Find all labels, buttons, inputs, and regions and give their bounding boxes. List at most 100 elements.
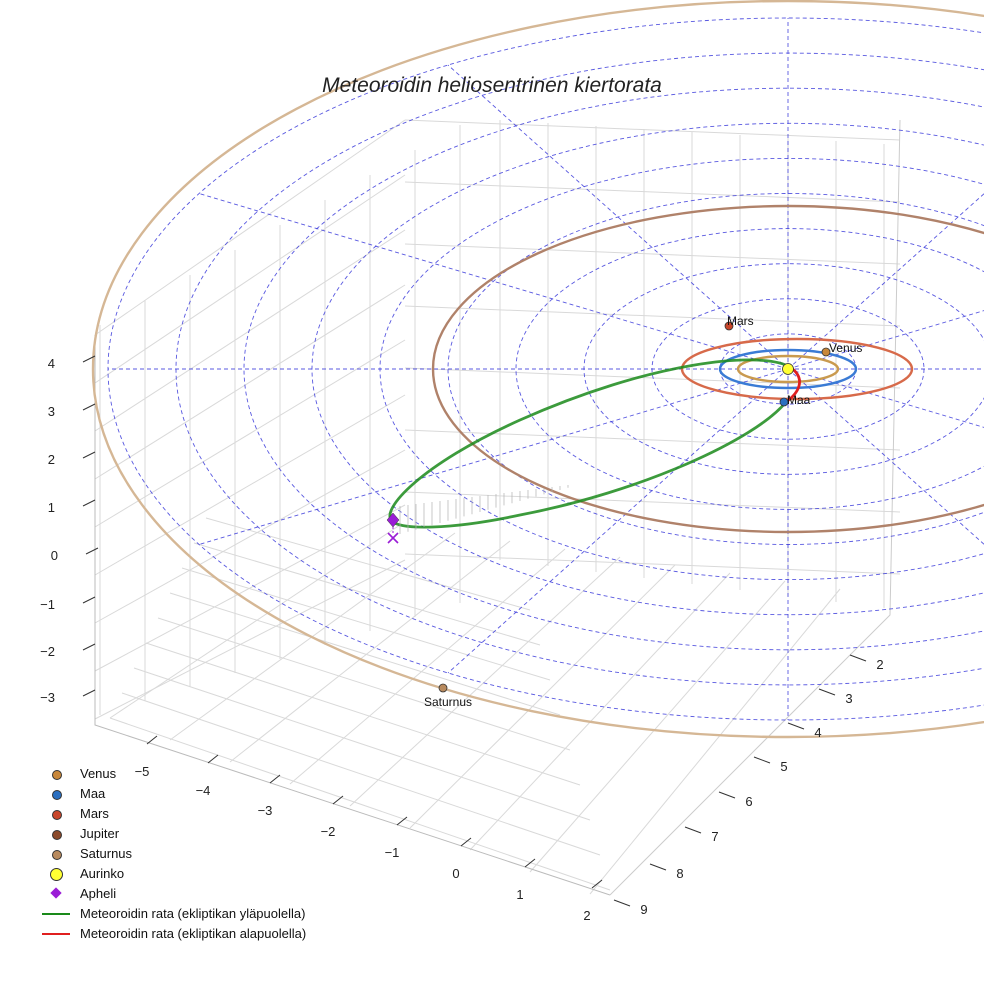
z-tick-label: 1 [48, 500, 55, 515]
x-tick [332, 795, 344, 805]
ecliptic-radial [787, 368, 984, 545]
pane-gridline [404, 305, 901, 327]
ecliptic-radial [447, 368, 789, 674]
y-tick-label: 5 [780, 759, 787, 774]
pane-gridline [94, 449, 406, 624]
orbit-saturnus [92, 0, 984, 739]
z-tick-label: 4 [48, 356, 55, 371]
pane-gridline [94, 174, 406, 384]
y-tick [753, 756, 771, 764]
y-tick [684, 826, 702, 834]
planet-marker-venus [821, 347, 831, 357]
sun-marker [782, 363, 794, 375]
legend-item: Saturnus [40, 844, 306, 864]
planet-label-mars: Mars [727, 314, 754, 328]
y-tick [613, 899, 631, 907]
y-tick [649, 863, 667, 871]
floor-gridline [193, 542, 541, 646]
pane-gridline [94, 229, 406, 432]
x-tick-label: −2 [321, 824, 336, 839]
z-tick [85, 547, 99, 555]
ecliptic-radial [198, 368, 789, 545]
legend-item: Venus [40, 764, 306, 784]
legend-label: Mars [80, 806, 109, 821]
legend-diamond-swatch [40, 884, 76, 904]
pane-gridline [94, 394, 406, 576]
z-tick [82, 403, 96, 411]
z-tick-label: −2 [40, 644, 55, 659]
legend-line-swatch [40, 924, 76, 944]
floor-gridline [109, 717, 611, 891]
ecliptic-radial [787, 310, 984, 370]
y-tick-label: 3 [845, 691, 852, 706]
legend-item: Jupiter [40, 824, 306, 844]
pane-gridline [94, 339, 406, 528]
floor-gridline [145, 642, 581, 786]
planet-label-maa: Maa [787, 393, 811, 407]
x-tick [146, 735, 158, 745]
meteoroid-orbit [388, 358, 801, 534]
z-tick [82, 596, 96, 604]
floor-gridline [121, 692, 601, 856]
floor-gridline [349, 556, 621, 807]
x-tick [207, 754, 219, 764]
planet-label-saturnus: Saturnus [424, 695, 472, 709]
legend-item: Maa [40, 784, 306, 804]
axes-box-edge [94, 335, 611, 896]
pane-gridline [404, 491, 901, 513]
axis-ticks: 4 3 2 1 0 −1 −2 −3 −5 −4 −3 −2 −1 0 1 2 2 3 4 5 6 7 8 9 [40, 355, 884, 923]
y-tick-label: 2 [876, 657, 883, 672]
legend-line-swatch [40, 904, 76, 924]
pane-gridline [404, 553, 901, 575]
legend-label: Apheli [80, 886, 117, 901]
z-tick-label: 0 [51, 548, 58, 563]
pane-gridline [404, 367, 901, 389]
legend-dot-swatch [40, 844, 76, 864]
pane-gridline [404, 429, 901, 451]
x-tick [524, 858, 536, 868]
legend-label: Saturnus [80, 846, 133, 861]
z-tick-label: −3 [40, 690, 55, 705]
floor-gridline [229, 540, 511, 763]
legend-dot-swatch [40, 804, 76, 824]
x-tick [396, 816, 408, 826]
floor-gridline [181, 567, 551, 681]
x-tick-label: −3 [258, 803, 273, 818]
point-markers: Venus Maa Mars Saturnus [386, 314, 862, 709]
ecliptic-radial [447, 64, 789, 370]
x-tick-label: 0 [452, 866, 459, 881]
chart-title: Meteoroidin heliosentrinen kiertorata [322, 74, 662, 97]
orbit-venus [736, 354, 840, 384]
x-tick-label: 2 [583, 908, 590, 923]
planet-marker-maa [779, 397, 789, 407]
orbit-mars [680, 337, 914, 401]
planet-label-venus: Venus [829, 341, 862, 355]
legend-item: Mars [40, 804, 306, 824]
x-tick-label: 1 [516, 887, 523, 902]
pane-gridline [404, 243, 901, 265]
y-tick-label: 8 [676, 866, 683, 881]
orbit-jupiter [431, 204, 984, 534]
y-tick-label: 6 [745, 794, 752, 809]
planet-marker-mars [724, 321, 734, 331]
ecliptic-radial [198, 193, 789, 370]
pane-gridline [94, 284, 406, 480]
z-tick [82, 499, 96, 507]
legend-item: Meteoroidin rata (ekliptikan yläpuolella… [40, 904, 306, 924]
floor-gridline [205, 517, 531, 611]
ecliptic-radial [787, 193, 984, 370]
floor-gridline [289, 548, 566, 785]
floor-gridline [157, 617, 571, 751]
floor-gridline [169, 592, 561, 716]
pane-gridline [404, 119, 901, 141]
z-tick [82, 355, 96, 363]
x-tick [269, 774, 281, 784]
y-tick-label: 4 [814, 725, 821, 740]
x-tick-label: −4 [196, 783, 211, 798]
x-tick [460, 837, 472, 847]
z-tick-label: −1 [40, 597, 55, 612]
pane-gridline [94, 119, 406, 336]
orbit-maa [718, 348, 858, 390]
legend-label: Jupiter [80, 826, 120, 841]
